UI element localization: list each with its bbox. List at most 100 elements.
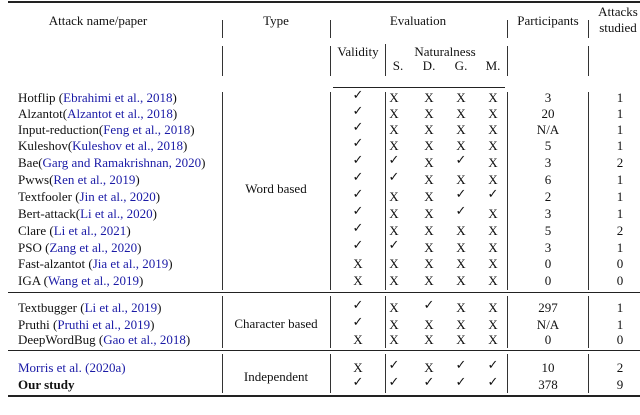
participants-cell: 0 [544, 256, 552, 271]
top-rule [8, 1, 640, 3]
naturalness-cell-s: ✓ [388, 358, 400, 373]
naturalness-cell-m: X [488, 273, 498, 288]
validity-cell: ✓ [352, 136, 364, 151]
header-s: S. [392, 58, 404, 73]
attack-label-close: ) [135, 172, 140, 187]
participants-cell: 10 [541, 360, 555, 375]
naturalness-cell-m: X [488, 206, 498, 221]
naturalness-cell-g: X [456, 256, 466, 271]
attacks-studied-cell: 1 [616, 206, 624, 221]
naturalness-cell-s: X [389, 273, 399, 288]
naturalness-cell-s: X [389, 90, 399, 105]
naturalness-cell-g: X [456, 240, 466, 255]
attack-label: Bert-attack( [18, 206, 81, 221]
attack-name: Bae(Garg and Ramakrishnan, 2020) [18, 155, 206, 171]
citation-link[interactable]: Li et al., 2021 [53, 223, 127, 238]
naturalness-cell-d: X [424, 317, 434, 332]
table-row: Alzantot(Alzantot et al., 2018) ✓ X X X X 20 1 [0, 104, 640, 122]
citation-link[interactable]: Li et al., 2020 [80, 206, 153, 221]
citation-link[interactable]: Pruthi et al., 2019 [57, 317, 151, 332]
participants-cell: 3 [544, 240, 552, 255]
attack-label: Alzantot( [18, 106, 68, 121]
attack-label-close: ) [150, 317, 155, 332]
participants-cell: 20 [541, 106, 555, 121]
participants-cell: 6 [544, 172, 552, 187]
attack-name: DeepWordBug (Gao et al., 2018) [18, 332, 190, 348]
table-row: Textbugger (Li et al., 2019) ✓ X ✓ X X 297 1 [0, 298, 640, 316]
table-row: Bert-attack(Li et al., 2020) ✓ X X ✓ X 3 1 [0, 204, 640, 222]
column-divider [385, 92, 386, 290]
table-row: Fast-alzantot (Jia et al., 2019) X X X X X 0 0 [0, 256, 640, 272]
participants-cell: 0 [544, 273, 552, 288]
naturalness-cell-m: X [488, 155, 498, 170]
header-validity: Validity [337, 44, 379, 59]
column-divider [330, 296, 331, 348]
column-divider [330, 46, 331, 76]
naturalness-cell-g: ✓ [455, 358, 467, 373]
participants-cell: 5 [544, 138, 552, 153]
naturalness-cell-d: X [424, 138, 434, 153]
attack-label: Bae( [18, 155, 43, 170]
naturalness-cell-g: X [456, 122, 466, 137]
attacks-studied-cell: 0 [616, 332, 624, 347]
citation-link[interactable]: Ren et al., 2019 [53, 172, 136, 187]
attack-name: IGA (Wang et al., 2019) [18, 273, 143, 289]
naturalness-cell-d: X [424, 256, 434, 271]
column-divider [507, 354, 508, 393]
citation-link[interactable]: Zang et al., 2020 [49, 240, 138, 255]
citation-link[interactable]: Alzantot et al., 2018 [67, 106, 173, 121]
naturalness-cell-m: X [488, 317, 498, 332]
citation-link[interactable]: Li et al., 2019 [84, 300, 158, 315]
attack-label: Hotflip ( [18, 90, 64, 105]
citation-link[interactable]: Gao et al., 2018 [103, 332, 186, 347]
table-row: IGA (Wang et al., 2019) X X X X X 0 0 [0, 273, 640, 289]
naturalness-cell-d: X [424, 189, 434, 204]
validity-cell: ✓ [352, 153, 364, 168]
naturalness-cell-s: X [389, 138, 399, 153]
table-row: Input-reduction(Feng et al., 2018) ✓ X X X X N… [0, 120, 640, 138]
naturalness-cell-s: X [389, 223, 399, 238]
naturalness-cell-d: ✓ [423, 298, 435, 313]
citation-link[interactable]: Wang et al., 2019 [47, 273, 139, 288]
attack-name: Pruthi (Pruthi et al., 2019) [18, 317, 155, 333]
column-divider [507, 20, 508, 38]
naturalness-cell-m: X [488, 138, 498, 153]
attack-label: DeepWordBug ( [18, 332, 104, 347]
attack-label-close: ) [157, 300, 162, 315]
citation-link[interactable]: Ebrahimi et al., 2018 [63, 90, 173, 105]
table-row: Morris et al. (2020a) X ✓ X ✓ ✓ 10 2 [0, 358, 640, 376]
participants-cell: 0 [544, 332, 552, 347]
citation-link[interactable]: Jin et al., 2020 [79, 189, 156, 204]
naturalness-cell-m: X [488, 122, 498, 137]
naturalness-cell-g: X [456, 300, 466, 315]
participants-cell: 3 [544, 90, 552, 105]
column-divider [330, 92, 331, 290]
group-type-label: Independent [243, 368, 309, 384]
participants-cell: 5 [544, 223, 552, 238]
attacks-studied-cell: 1 [616, 240, 624, 255]
naturalness-cell-m: X [488, 223, 498, 238]
attack-label-close: ) [152, 206, 157, 221]
citation-link[interactable]: Feng et al., 2018 [103, 122, 191, 137]
naturalness-cell-g: X [456, 106, 466, 121]
header-participants: Participants [517, 13, 579, 28]
naturalness-cell-d: X [424, 106, 434, 121]
column-divider [507, 46, 508, 76]
bottom-rule [8, 395, 640, 397]
citation-link[interactable]: Garg and Ramakrishnan, 2020 [42, 155, 202, 170]
naturalness-cell-m: X [488, 300, 498, 315]
naturalness-cell-s: X [389, 317, 399, 332]
attacks-studied-cell: 1 [616, 122, 624, 137]
citation-link[interactable]: Morris et al. (2020a) [18, 360, 126, 375]
citation-link[interactable]: Kuleshov et al., 2018 [72, 138, 184, 153]
attacks-studied-cell: 2 [616, 360, 624, 375]
citation-link[interactable]: Jia et al., 2019 [92, 256, 169, 271]
attack-name: Textbugger (Li et al., 2019) [18, 300, 162, 316]
column-divider [385, 44, 386, 76]
column-divider [222, 46, 223, 76]
naturalness-cell-g: ✓ [455, 187, 467, 202]
column-divider [507, 296, 508, 348]
validity-cell: X [353, 256, 363, 271]
header-m: M. [485, 58, 501, 73]
validity-cell: ✓ [352, 88, 364, 103]
